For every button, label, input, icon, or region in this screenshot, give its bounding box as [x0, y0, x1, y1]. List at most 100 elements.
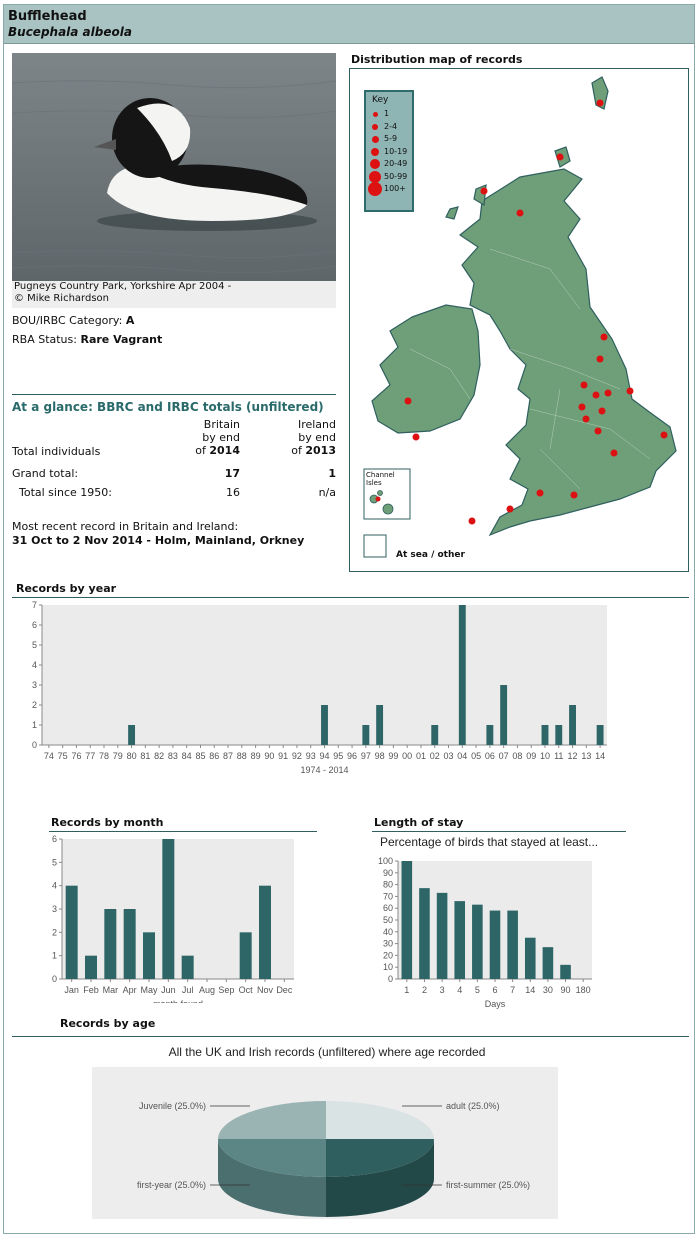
year-chart-title: Records by year	[16, 582, 117, 595]
y-tick-label: 4	[32, 660, 37, 670]
pie-side	[218, 1139, 326, 1217]
x-tick-label: 91	[278, 751, 288, 761]
key-dot	[372, 123, 378, 130]
bar	[458, 605, 466, 745]
x-tick-label: 74	[44, 751, 54, 761]
x-tick-label: 88	[237, 751, 247, 761]
x-tick-label: Jun	[161, 985, 176, 995]
ireland-header: Ireland by end of 2013	[280, 418, 336, 457]
records-by-month-chart: 0 1 2 3 4 5 6 Jan Feb Mar Apr May Jun Jul Aug Sep Oct Nov…	[52, 834, 294, 1003]
x-tick-label: 14	[595, 751, 605, 761]
caption-line-2: © Mike Richardson	[14, 293, 109, 304]
y-tick-label: 1	[32, 720, 37, 730]
x-tick-label: 85	[195, 751, 205, 761]
x-tick-label: 2	[422, 985, 427, 995]
bar	[472, 904, 483, 979]
rba-value: Rare Vagrant	[80, 333, 163, 346]
ireland-h1: Ireland	[297, 418, 336, 431]
key-label: 10-19	[384, 146, 408, 156]
y-tick-label: 70	[383, 891, 393, 901]
records-by-age-chart: All the UK and Irish records (unfiltered…	[92, 1045, 558, 1219]
channel-line-2: Isles	[366, 479, 382, 487]
x-tick-label: 78	[99, 751, 109, 761]
bar	[569, 705, 576, 745]
x-tick-label: 89	[251, 751, 261, 761]
bar	[524, 937, 536, 979]
key-item: 1	[369, 108, 413, 120]
y-tick-label: 20	[383, 950, 393, 960]
recent-record-label: Most recent record in Britain and Irelan…	[12, 520, 239, 533]
recent-record: 31 Oct to 2 Nov 2014 - Holm, Mainland, O…	[12, 534, 305, 547]
bar	[162, 839, 175, 979]
bar	[259, 885, 271, 979]
bar	[486, 725, 494, 745]
x-tick-label: 93	[306, 751, 316, 761]
x-tick-label: 00	[402, 751, 412, 761]
y-tick-label: 2	[32, 700, 37, 710]
britain-header: Britain by end of 2014	[184, 418, 240, 457]
category-value: A	[125, 314, 135, 327]
x-tick-label: 87	[223, 751, 233, 761]
y-tick-label: 4	[52, 881, 57, 891]
x-tick-label: Apr	[123, 985, 137, 995]
x-tick-label: 02	[430, 751, 440, 761]
y-tick-label: 100	[378, 856, 393, 866]
key-label: 2-4	[384, 121, 398, 131]
y-tick-label: 0	[388, 974, 393, 984]
bar	[596, 725, 604, 745]
rba-row: RBA Status: Rare Vagrant	[12, 333, 162, 346]
y-tick-label: 80	[383, 880, 393, 890]
since-1950-label: Total since 1950:	[19, 486, 112, 499]
year-rule	[12, 597, 689, 598]
uk-map-graphic	[363, 76, 677, 558]
rba-label: RBA Status:	[12, 333, 77, 346]
pie-slice	[326, 1101, 434, 1139]
chart-subtitle: Percentage of birds that stayed at least…	[380, 835, 598, 849]
map-title: Distribution map of records	[351, 53, 523, 66]
britain-of: of	[195, 444, 206, 457]
category-label: BOU/IRBC Category:	[12, 314, 123, 327]
x-tick-label: 08	[512, 751, 522, 761]
x-tick-label: 3	[440, 985, 445, 995]
x-tick-label: Mar	[103, 985, 119, 995]
key-item: 20-49	[369, 158, 413, 170]
key-dot	[368, 182, 382, 196]
x-tick-label: 14	[525, 985, 535, 995]
pie-label: first-summer (25.0%)	[446, 1180, 530, 1190]
map-key: Key 1 2-4 5-9 10-19 20-49 50-99 100+	[364, 90, 414, 212]
month-chart-title: Records by month	[51, 816, 164, 829]
x-tick-label: 76	[71, 751, 81, 761]
y-tick-label: 30	[383, 939, 393, 949]
species-page: Bufflehead Bucephala albeola Pugneys Cou…	[3, 4, 695, 1234]
category-row: BOU/IRBC Category: A	[12, 314, 134, 327]
x-tick-label: 30	[543, 985, 553, 995]
bar	[500, 685, 508, 745]
y-tick-label: 6	[32, 620, 37, 630]
bar	[507, 910, 518, 979]
pie-slice	[218, 1139, 326, 1177]
x-tick-label: Jul	[182, 985, 194, 995]
bar	[362, 725, 370, 745]
key-title: Key	[372, 95, 389, 105]
x-axis-title: Days	[485, 999, 506, 1009]
key-label: 1	[384, 109, 390, 118]
x-tick-label: 80	[127, 751, 137, 761]
bar	[436, 892, 448, 979]
photo-caption: Pugneys Country Park, Yorkshire Apr 2004…	[12, 281, 336, 308]
x-tick-label: 1	[404, 985, 409, 995]
x-tick-label: 03	[444, 751, 454, 761]
bar	[123, 909, 136, 979]
x-tick-label: Dec	[276, 985, 293, 995]
bar	[431, 725, 439, 745]
stay-rule	[372, 831, 626, 832]
bar	[239, 932, 252, 979]
bar	[560, 964, 571, 979]
x-tick-label: 05	[471, 751, 481, 761]
ireland-h2: by end	[298, 431, 336, 444]
pie-label: adult (25.0%)	[446, 1101, 500, 1111]
bar	[419, 888, 430, 979]
x-tick-label: 09	[526, 751, 536, 761]
species-photo	[12, 53, 336, 281]
